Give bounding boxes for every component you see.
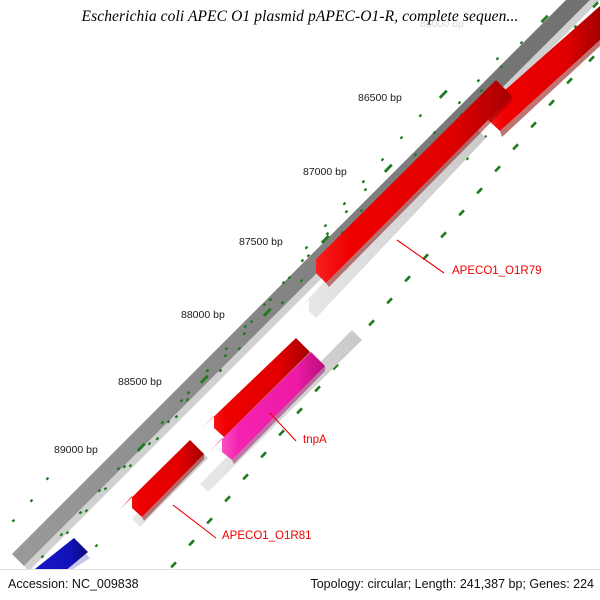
status-bar: Accession: NC_009838 Topology: circular;… — [0, 569, 600, 600]
leader-apeco1-o1r81 — [172, 504, 217, 539]
leader-tnpa — [269, 412, 297, 442]
feature-label-apeco1-o1r81[interactable]: APECO1_O1R81 — [222, 530, 312, 542]
bp-label-86500: 86500 bp — [358, 92, 402, 104]
ruler-tick-marks — [11, 1, 599, 569]
feature-leader-lines — [172, 239, 445, 539]
status-accession: Accession: NC_009838 — [8, 577, 139, 591]
feature-label-apeco1-o1r79[interactable]: APECO1_O1R79 — [452, 265, 542, 277]
leader-apeco1-o1r79 — [396, 239, 445, 274]
genome-map-canvas[interactable]: 86000 bp 86500 bp 87000 bp 87500 bp 8800… — [0, 0, 600, 570]
bp-label-87500: 87500 bp — [239, 236, 283, 248]
gene-arrow-tnpa[interactable] — [210, 352, 325, 464]
gene-arrow-apeco1-o1r79[interactable] — [303, 80, 512, 287]
genome-map-svg — [6, 0, 600, 570]
bp-label-86000: 86000 bp — [420, 18, 464, 30]
page-title: Escherichia coli APEC O1 plasmid pAPEC-O… — [81, 8, 519, 25]
bp-label-88500: 88500 bp — [118, 376, 162, 388]
bp-label-89000: 89000 bp — [54, 444, 98, 456]
bp-label-88000: 88000 bp — [181, 309, 225, 321]
bp-label-87000: 87000 bp — [303, 166, 347, 178]
gene-arrow-apeco1-o1r81[interactable] — [120, 440, 204, 521]
feature-label-tnpa[interactable]: tnpA — [303, 434, 327, 446]
gene-arrow-blue[interactable] — [6, 538, 88, 570]
status-sequence-info: Topology: circular; Length: 241,387 bp; … — [310, 577, 594, 591]
